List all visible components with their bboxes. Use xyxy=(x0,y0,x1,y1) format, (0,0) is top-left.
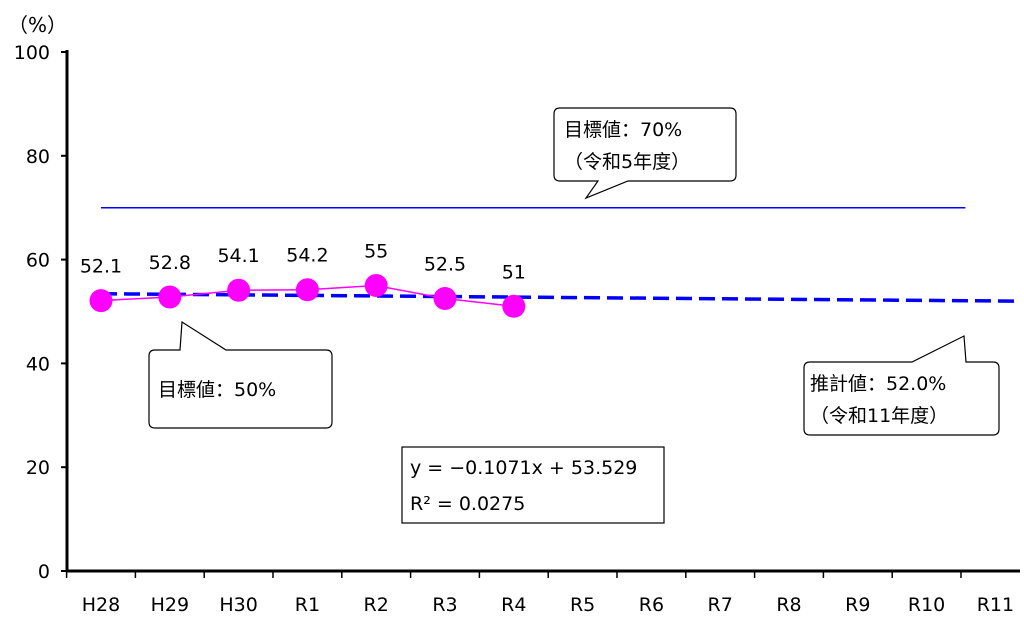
trend-equation-box xyxy=(401,446,665,524)
x-tick-label: R3 xyxy=(432,594,457,616)
x-tick-label: H28 xyxy=(82,594,120,616)
y-tick-label: 80 xyxy=(26,146,50,168)
data-label: 54.2 xyxy=(286,245,328,267)
trend-equation: y = −0.1071x + 53.529 xyxy=(410,457,637,479)
data-point xyxy=(433,287,457,311)
x-ticks: H28 H29 H30 R1 R2 R3 R4 R5 R6 R7 R8 R9 R10 R11 xyxy=(65,571,1014,616)
x-tick-label: R8 xyxy=(776,594,801,616)
x-tick-label: R1 xyxy=(295,594,320,616)
x-tick-label: R7 xyxy=(708,594,733,616)
y-tick-label: 60 xyxy=(26,250,50,272)
data-label: 52.5 xyxy=(424,254,466,276)
callout-estimate-line1: 推計値：52.0% xyxy=(810,373,946,395)
y-tick-label: 40 xyxy=(26,353,50,375)
callout-target-line2: （令和5年度） xyxy=(564,151,690,173)
data-point xyxy=(295,278,319,302)
x-tick-label: R9 xyxy=(845,594,870,616)
callout-target-line1: 目標値：70% xyxy=(564,119,682,141)
y-tick-label: 100 xyxy=(14,42,50,64)
series-group: 52.1 52.8 54.1 54.2 55 52.5 51 xyxy=(80,241,526,318)
data-label: 52.8 xyxy=(149,252,191,274)
trend-r2: R² = 0.0275 xyxy=(410,493,525,515)
callout-target-box xyxy=(553,107,737,200)
x-tick-label: H29 xyxy=(151,594,189,616)
y-tick-label: 0 xyxy=(38,561,50,583)
y-ticks: 0 20 40 60 80 100 xyxy=(14,42,67,583)
data-label: 52.1 xyxy=(80,256,122,278)
x-tick-label: R5 xyxy=(570,594,595,616)
callout-goal-line1: 目標値：50% xyxy=(158,379,276,401)
data-point xyxy=(89,289,113,313)
data-label: 54.1 xyxy=(217,245,259,267)
x-tick-label: R10 xyxy=(908,594,945,616)
x-tick-label: R11 xyxy=(977,594,1014,616)
callout-estimate-box xyxy=(803,335,1000,436)
data-label: 51 xyxy=(502,261,526,283)
y-tick-label: 20 xyxy=(26,457,50,479)
data-point xyxy=(364,274,388,298)
callout-goal-box xyxy=(148,320,333,429)
trend-line xyxy=(100,291,1016,303)
x-tick-label: R6 xyxy=(639,594,664,616)
data-point xyxy=(158,285,182,309)
callout-estimate-line2: （令和11年度） xyxy=(810,405,948,427)
data-point xyxy=(502,294,526,318)
data-label: 55 xyxy=(364,241,388,263)
x-tick-label: R2 xyxy=(364,594,389,616)
y-axis-label: （%） xyxy=(8,13,67,37)
x-tick-label: R4 xyxy=(501,594,526,616)
x-tick-label: H30 xyxy=(219,594,257,616)
data-point xyxy=(227,278,251,302)
